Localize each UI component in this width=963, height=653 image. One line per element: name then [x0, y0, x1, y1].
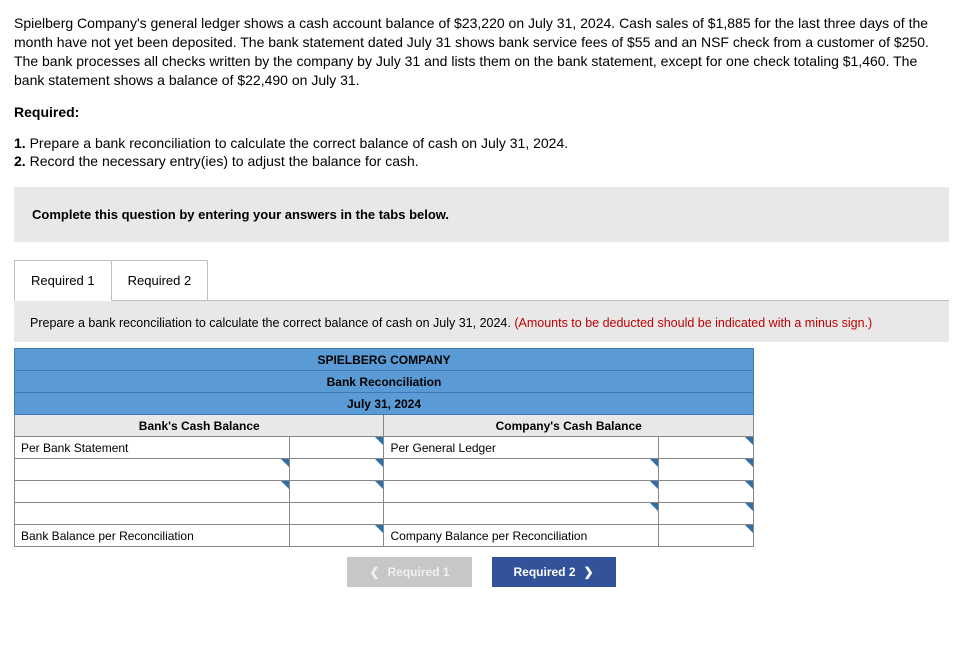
- label-company-balance-recon: Company Balance per Reconciliation: [384, 525, 659, 547]
- tabs: Required 1 Required 2: [14, 260, 949, 301]
- required-item-2: 2. Record the necessary entry(ies) to ad…: [14, 152, 949, 171]
- input-bank-adj-1-label[interactable]: [15, 459, 290, 481]
- blank-bank-spacer: [15, 503, 290, 525]
- instruction-hint: (Amounts to be deducted should be indica…: [514, 316, 872, 330]
- tab-panel-instruction: Prepare a bank reconciliation to calcula…: [14, 300, 949, 342]
- chevron-right-icon: ❯: [584, 565, 594, 579]
- input-general-ledger-amount[interactable]: [659, 437, 754, 459]
- prev-button-label: Required 1: [387, 565, 449, 579]
- required-list: 1. Prepare a bank reconciliation to calc…: [14, 134, 949, 172]
- instruction-banner: Complete this question by entering your …: [14, 187, 949, 242]
- input-bank-balance-recon[interactable]: [289, 525, 384, 547]
- problem-statement: Spielberg Company's general ledger shows…: [14, 14, 949, 90]
- input-company-adj-1-amount[interactable]: [659, 459, 754, 481]
- reconciliation-table: SPIELBERG COMPANY Bank Reconciliation Ju…: [14, 348, 754, 547]
- nav-buttons: ❮ Required 1 Required 2 ❯: [14, 557, 949, 587]
- blank-bank-spacer-amt: [289, 503, 384, 525]
- input-company-adj-3-label[interactable]: [384, 503, 659, 525]
- label-per-general-ledger: Per General Ledger: [384, 437, 659, 459]
- input-company-balance-recon[interactable]: [659, 525, 754, 547]
- table-title-company: SPIELBERG COMPANY: [15, 349, 754, 371]
- table-title-date: July 31, 2024: [15, 393, 754, 415]
- input-company-adj-2-amount[interactable]: [659, 481, 754, 503]
- input-bank-adj-1-amount[interactable]: [289, 459, 384, 481]
- input-company-adj-2-label[interactable]: [384, 481, 659, 503]
- table-title-report: Bank Reconciliation: [15, 371, 754, 393]
- next-button[interactable]: Required 2 ❯: [492, 557, 616, 587]
- input-bank-adj-2-amount[interactable]: [289, 481, 384, 503]
- input-company-adj-1-label[interactable]: [384, 459, 659, 481]
- required-heading: Required:: [14, 104, 949, 120]
- input-bank-statement-amount[interactable]: [289, 437, 384, 459]
- input-company-adj-3-amount[interactable]: [659, 503, 754, 525]
- col-header-bank: Bank's Cash Balance: [15, 415, 384, 437]
- tab-required-2[interactable]: Required 2: [111, 260, 209, 301]
- chevron-left-icon: ❮: [369, 565, 379, 579]
- label-per-bank-statement: Per Bank Statement: [15, 437, 290, 459]
- required-item-1: 1. Prepare a bank reconciliation to calc…: [14, 134, 949, 153]
- label-bank-balance-recon: Bank Balance per Reconciliation: [15, 525, 290, 547]
- problem-text: Spielberg Company's general ledger shows…: [14, 14, 949, 90]
- tab-required-1[interactable]: Required 1: [14, 260, 112, 301]
- prev-button: ❮ Required 1: [347, 557, 471, 587]
- instruction-text: Prepare a bank reconciliation to calcula…: [30, 316, 514, 330]
- input-bank-adj-2-label[interactable]: [15, 481, 290, 503]
- col-header-company: Company's Cash Balance: [384, 415, 754, 437]
- next-button-label: Required 2: [514, 565, 576, 579]
